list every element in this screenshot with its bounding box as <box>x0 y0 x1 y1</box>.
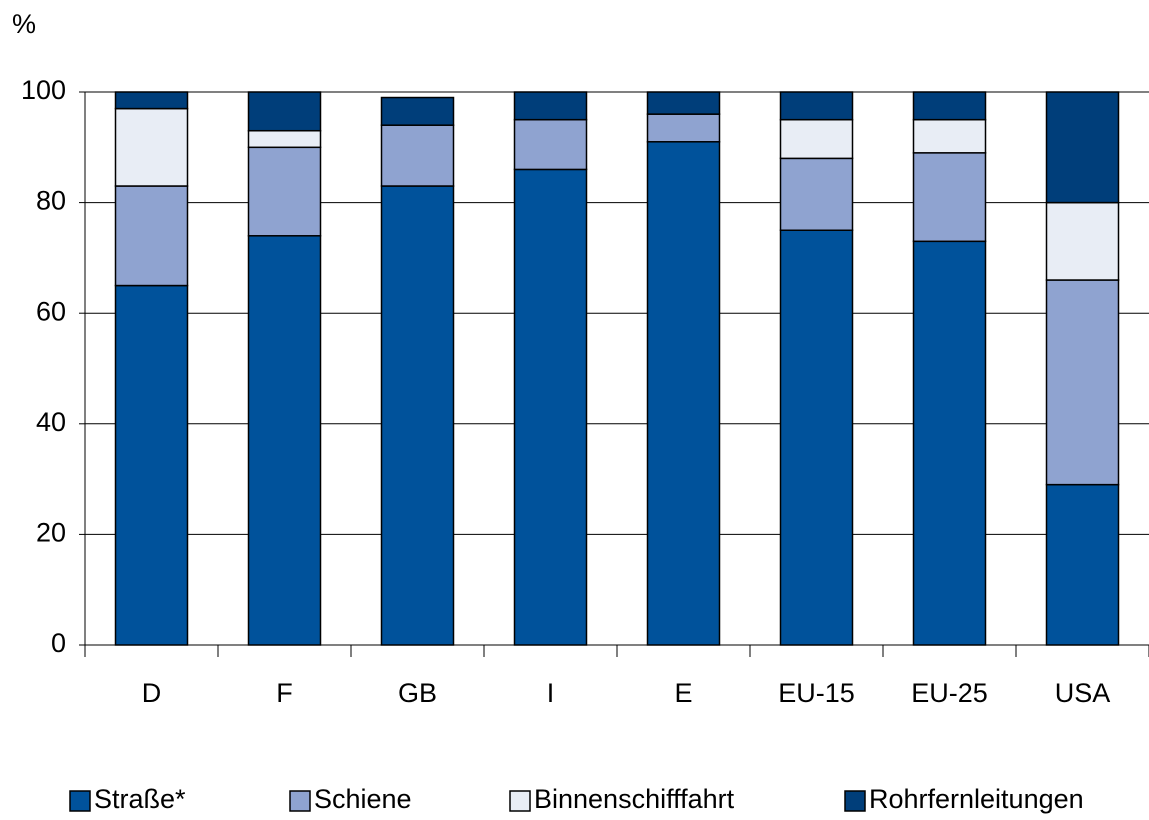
x-tick-label: EU-25 <box>911 678 988 708</box>
y-tick-label: 40 <box>36 407 66 437</box>
x-tick-label: F <box>276 678 293 708</box>
legend-swatch <box>289 790 311 812</box>
bar-segment <box>912 91 987 121</box>
legend-swatch <box>69 790 91 812</box>
bar-segment <box>779 91 854 121</box>
bar-segment <box>513 118 588 171</box>
bar-segment <box>646 141 721 646</box>
x-tick-label: EU-15 <box>778 678 855 708</box>
legend-label: Schiene <box>314 784 412 814</box>
bar-segment <box>114 91 189 110</box>
bar-segment <box>646 113 721 143</box>
bar-segment <box>380 96 455 126</box>
bar-segment <box>779 118 854 160</box>
bar-segment <box>247 235 322 646</box>
x-tick-label: D <box>142 678 162 708</box>
bar-segment <box>1045 279 1120 486</box>
bar-segment <box>912 240 987 646</box>
bar-segment <box>779 229 854 646</box>
bar-segment <box>912 118 987 154</box>
y-tick-label: 80 <box>36 186 66 216</box>
x-tick-label: E <box>674 678 692 708</box>
x-tick-label: I <box>547 678 555 708</box>
bar-segment <box>646 91 721 115</box>
x-tick-label: GB <box>398 678 437 708</box>
bar-segment <box>380 185 455 646</box>
legend-swatch <box>844 790 866 812</box>
bar-segment <box>513 168 588 646</box>
bar-segment <box>247 146 322 237</box>
bar-segment <box>1045 91 1120 204</box>
y-axis-label: % <box>12 9 36 39</box>
bar-segment <box>912 152 987 243</box>
x-tick-label: USA <box>1055 678 1111 708</box>
bar-segment <box>779 157 854 231</box>
legend-swatch <box>509 790 531 812</box>
bar-segment <box>247 129 322 149</box>
y-tick-label: 100 <box>21 75 66 105</box>
bar-segment <box>1045 483 1120 646</box>
legend-label: Rohrfernleitungen <box>869 784 1084 814</box>
bar-segment <box>114 185 189 287</box>
bar-segment <box>114 284 189 646</box>
bar-segment <box>513 91 588 121</box>
y-tick-label: 60 <box>36 296 66 326</box>
legend-label: Straße* <box>94 784 186 814</box>
legend-label: Binnenschifffahrt <box>534 784 735 814</box>
bar-segment <box>1045 201 1120 281</box>
y-tick-label: 0 <box>51 628 66 658</box>
bar-segment <box>114 107 189 187</box>
bar-segment <box>247 91 322 132</box>
bar-segment <box>380 124 455 187</box>
y-tick-label: 20 <box>36 518 66 548</box>
